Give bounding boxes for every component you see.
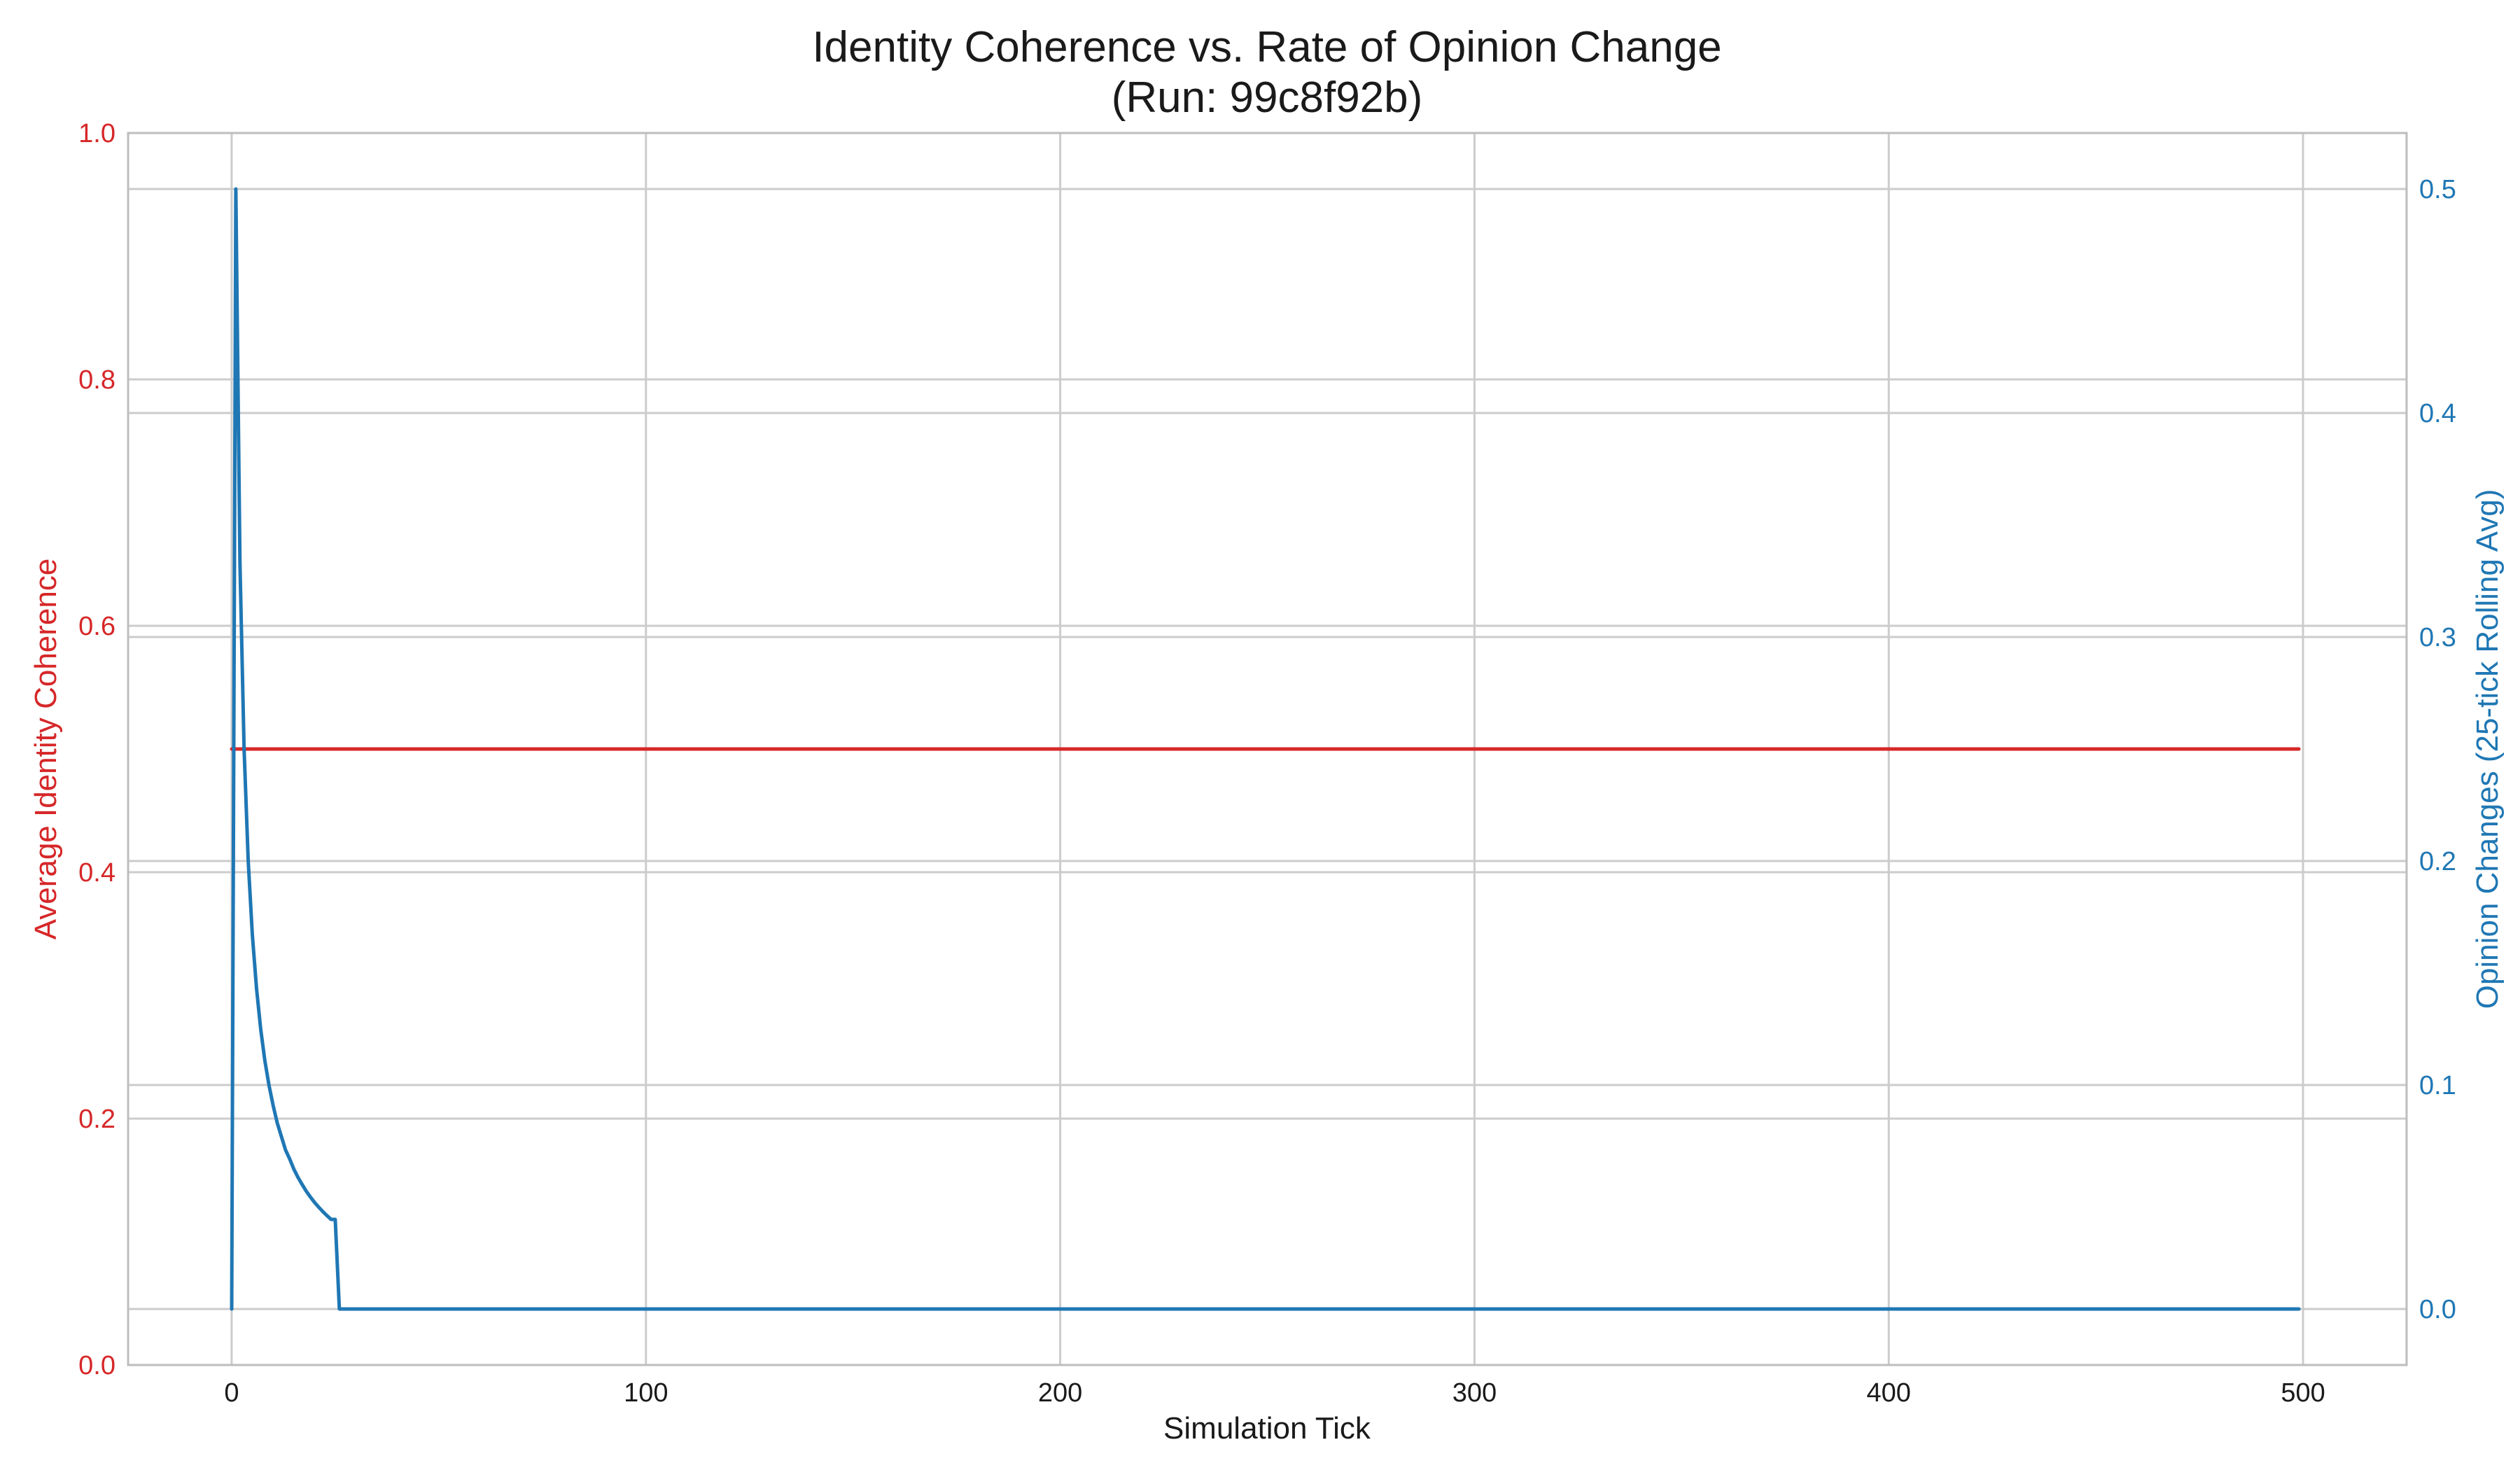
y-left-tick-label: 1.0 bbox=[78, 119, 115, 148]
y-axis-label-left: Average Identity Coherence bbox=[29, 559, 63, 940]
series-layer bbox=[230, 187, 2301, 1311]
y-right-tick-label: 0.1 bbox=[2419, 1071, 2456, 1100]
x-tick-label: 300 bbox=[1452, 1378, 1497, 1408]
y-left-tick-label: 0.0 bbox=[78, 1351, 115, 1380]
y-left-tick-label: 0.6 bbox=[78, 612, 115, 641]
chart-subtitle: (Run: 99c8f92b) bbox=[1112, 74, 1423, 122]
x-axis-label: Simulation Tick bbox=[1163, 1411, 1371, 1446]
chart-title: Identity Coherence vs. Rate of Opinion C… bbox=[812, 23, 1721, 71]
x-tick-label: 0 bbox=[224, 1378, 239, 1408]
y-left-tick-label: 0.8 bbox=[78, 365, 115, 395]
opinion-changes-line bbox=[230, 187, 2301, 1311]
y-right-tick-label: 0.0 bbox=[2419, 1295, 2456, 1324]
y-right-tick-label: 0.2 bbox=[2419, 847, 2456, 876]
x-tick-label: 200 bbox=[1038, 1378, 1082, 1408]
y-right-tick-label: 0.5 bbox=[2419, 175, 2456, 204]
y-axis-label-right: Opinion Changes (25-tick Rolling Avg) bbox=[2470, 489, 2505, 1009]
y-right-tick-label: 0.3 bbox=[2419, 623, 2456, 652]
x-tick-label: 100 bbox=[624, 1378, 668, 1408]
y-left-tick-label: 0.2 bbox=[78, 1105, 115, 1134]
x-tick-label: 500 bbox=[2281, 1378, 2325, 1408]
tick-layer: 0 100 200 300 400 500 0.0 0.2 0.4 0.6 0.8 1.0 0.0 0.1… bbox=[78, 119, 2456, 1408]
y-left-tick-label: 0.4 bbox=[78, 858, 115, 888]
plot-frame bbox=[127, 132, 2408, 1366]
y-right-tick-label: 0.4 bbox=[2419, 399, 2456, 428]
x-tick-label: 400 bbox=[1867, 1378, 1911, 1408]
